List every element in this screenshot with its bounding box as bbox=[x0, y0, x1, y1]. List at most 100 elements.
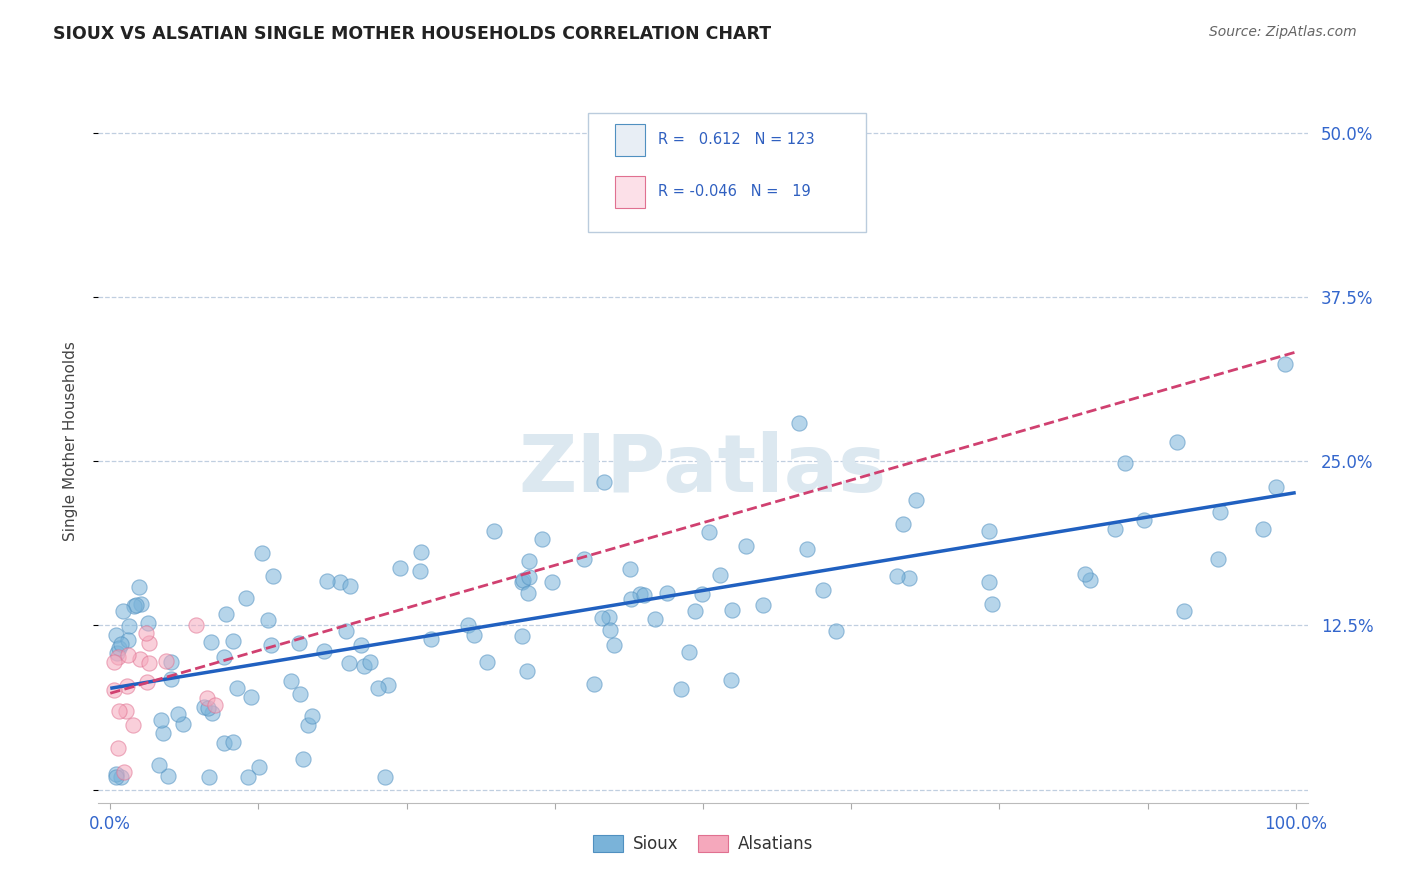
Point bbox=[787, 417, 810, 431]
Point bbox=[457, 618, 479, 632]
Point bbox=[107, 650, 129, 665]
Point bbox=[377, 678, 399, 692]
Point bbox=[980, 597, 1002, 611]
Point bbox=[583, 677, 606, 691]
Point bbox=[517, 570, 540, 584]
Point bbox=[200, 635, 222, 649]
Point bbox=[128, 580, 150, 594]
Point bbox=[125, 599, 148, 613]
Text: R = -0.046   N =   19: R = -0.046 N = 19 bbox=[658, 184, 811, 199]
Text: R =   0.612   N = 123: R = 0.612 N = 123 bbox=[658, 132, 815, 147]
Point bbox=[1133, 513, 1156, 527]
Point bbox=[591, 611, 613, 625]
Point bbox=[510, 575, 533, 590]
Point bbox=[339, 579, 361, 593]
Point bbox=[197, 701, 219, 715]
Point bbox=[152, 726, 174, 740]
Point bbox=[619, 561, 641, 575]
Point bbox=[540, 575, 562, 590]
Point bbox=[644, 612, 666, 626]
Point bbox=[1166, 435, 1188, 450]
Point bbox=[409, 545, 432, 559]
Point bbox=[160, 672, 183, 686]
Point bbox=[517, 586, 540, 600]
Point bbox=[1264, 480, 1286, 494]
Point bbox=[1274, 357, 1296, 371]
Point bbox=[198, 770, 221, 784]
Point bbox=[138, 636, 160, 650]
Point bbox=[112, 764, 135, 779]
Point bbox=[977, 574, 1000, 589]
Point bbox=[1074, 567, 1097, 582]
Point bbox=[288, 688, 311, 702]
Point bbox=[235, 591, 257, 606]
Point bbox=[315, 574, 337, 588]
Point bbox=[297, 718, 319, 732]
Point bbox=[886, 569, 908, 583]
Point bbox=[105, 770, 128, 784]
Point bbox=[107, 740, 129, 755]
Point bbox=[891, 517, 914, 532]
Legend: Sioux, Alsatians: Sioux, Alsatians bbox=[586, 828, 820, 860]
Point bbox=[720, 673, 742, 688]
Point bbox=[620, 591, 643, 606]
Point bbox=[122, 599, 145, 614]
Point bbox=[1078, 573, 1101, 587]
Point bbox=[247, 760, 270, 774]
Point bbox=[1114, 456, 1136, 470]
Point bbox=[160, 655, 183, 669]
Point bbox=[204, 698, 226, 712]
Point bbox=[135, 625, 157, 640]
Point bbox=[117, 633, 139, 648]
Point bbox=[1209, 505, 1232, 519]
Point bbox=[240, 690, 263, 705]
Point bbox=[221, 633, 243, 648]
Point bbox=[215, 607, 238, 622]
Point bbox=[335, 624, 357, 638]
Point bbox=[236, 770, 259, 784]
Point bbox=[1173, 604, 1195, 618]
Point bbox=[128, 652, 150, 666]
Point bbox=[367, 681, 389, 695]
Point bbox=[172, 717, 194, 731]
Point bbox=[263, 569, 285, 583]
Point bbox=[212, 736, 235, 750]
Text: Source: ZipAtlas.com: Source: ZipAtlas.com bbox=[1209, 25, 1357, 39]
Point bbox=[110, 637, 132, 651]
Point bbox=[655, 586, 678, 600]
Point bbox=[697, 525, 720, 540]
Point bbox=[105, 628, 128, 642]
Point bbox=[669, 681, 692, 696]
Point bbox=[349, 638, 371, 652]
Point bbox=[312, 644, 335, 658]
Point bbox=[510, 629, 533, 643]
Point bbox=[734, 539, 756, 553]
Point bbox=[214, 649, 236, 664]
Point bbox=[329, 575, 352, 590]
Point bbox=[905, 493, 928, 508]
Point bbox=[388, 561, 411, 575]
Point bbox=[420, 632, 443, 646]
Point bbox=[225, 681, 247, 696]
Point bbox=[721, 603, 744, 617]
Point bbox=[690, 587, 713, 601]
Point bbox=[201, 706, 224, 720]
Point bbox=[977, 524, 1000, 538]
Point bbox=[598, 610, 620, 624]
Point bbox=[193, 700, 215, 714]
Point bbox=[166, 707, 188, 722]
Point bbox=[475, 656, 498, 670]
Point bbox=[250, 546, 273, 560]
Point bbox=[148, 758, 170, 772]
Point bbox=[110, 770, 132, 784]
Point bbox=[138, 657, 160, 671]
Text: ZIPatlas: ZIPatlas bbox=[519, 432, 887, 509]
Point bbox=[353, 658, 375, 673]
Point bbox=[260, 638, 283, 652]
Point bbox=[155, 655, 177, 669]
Point bbox=[1104, 522, 1126, 536]
Point bbox=[186, 617, 208, 632]
Point bbox=[222, 734, 245, 748]
Point bbox=[287, 636, 309, 650]
Point bbox=[1253, 522, 1275, 536]
